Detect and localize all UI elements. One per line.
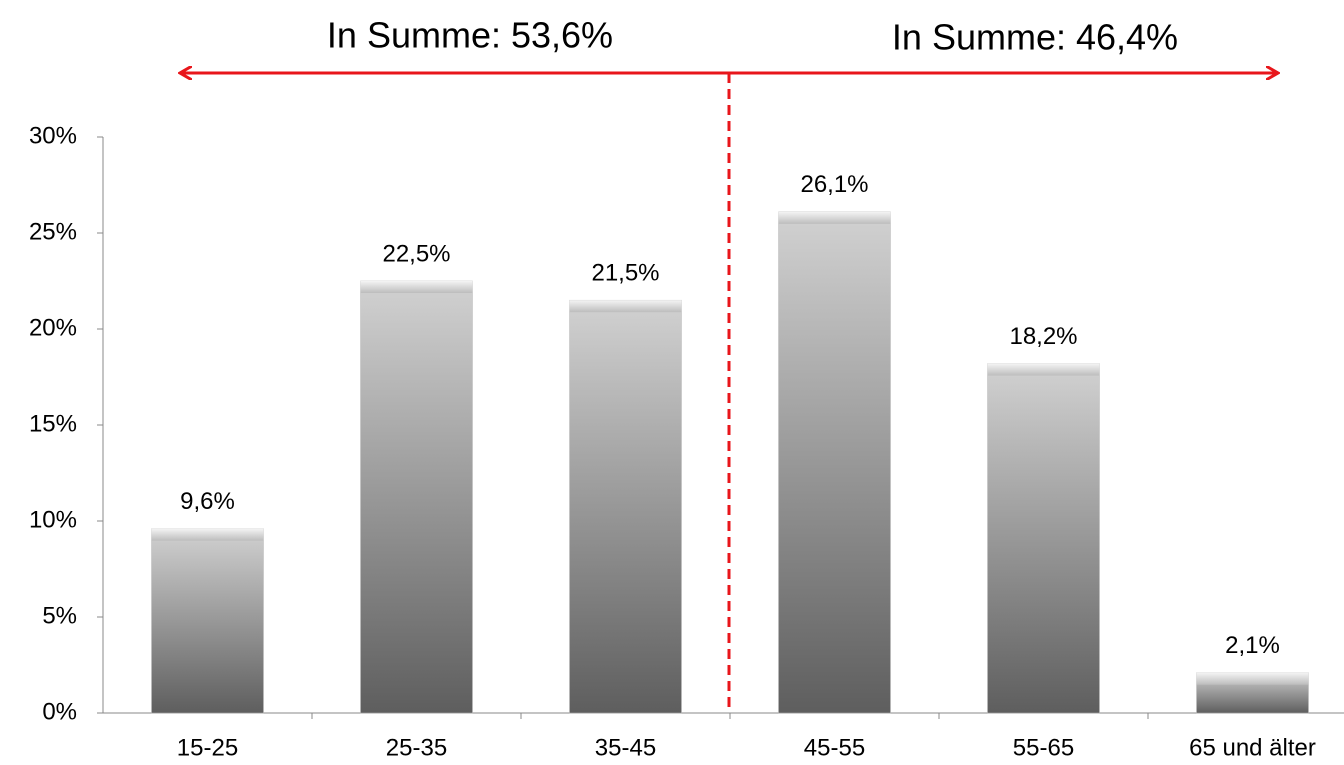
y-tick-label: 30% <box>29 122 77 149</box>
y-tick-label: 20% <box>29 314 77 341</box>
bar <box>778 211 891 714</box>
bar-cap <box>151 528 264 541</box>
bar-cap <box>360 281 473 293</box>
bar <box>151 528 264 714</box>
y-tick-label: 5% <box>42 602 77 629</box>
x-tick-label: 25-35 <box>386 734 447 761</box>
bar-cap <box>1196 672 1309 685</box>
y-tick-label: 15% <box>29 410 77 437</box>
bar <box>987 363 1100 714</box>
value-label: 2,1% <box>1225 632 1280 659</box>
y-tick-label: 0% <box>42 698 77 725</box>
annotation: In Summe: 53,6% <box>327 15 613 56</box>
annotation: In Summe: 46,4% <box>892 17 1178 58</box>
value-label: 21,5% <box>591 260 659 287</box>
y-tick-label: 25% <box>29 218 77 245</box>
x-tick-label: 65 und älter <box>1189 734 1316 761</box>
x-tick-label: 55-65 <box>1013 734 1074 761</box>
bar-cap <box>569 300 682 313</box>
bar-cap <box>987 363 1100 376</box>
value-label: 22,5% <box>382 240 450 267</box>
value-label: 9,6% <box>180 488 235 515</box>
value-label: 18,2% <box>1009 323 1077 350</box>
bar-cap <box>778 211 891 224</box>
x-tick-label: 45-55 <box>804 734 865 761</box>
y-tick-label: 10% <box>29 506 77 533</box>
value-label: 26,1% <box>800 171 868 198</box>
x-tick-label: 15-25 <box>177 734 238 761</box>
bar <box>360 280 473 714</box>
bar <box>569 299 682 714</box>
x-tick-label: 35-45 <box>595 734 656 761</box>
